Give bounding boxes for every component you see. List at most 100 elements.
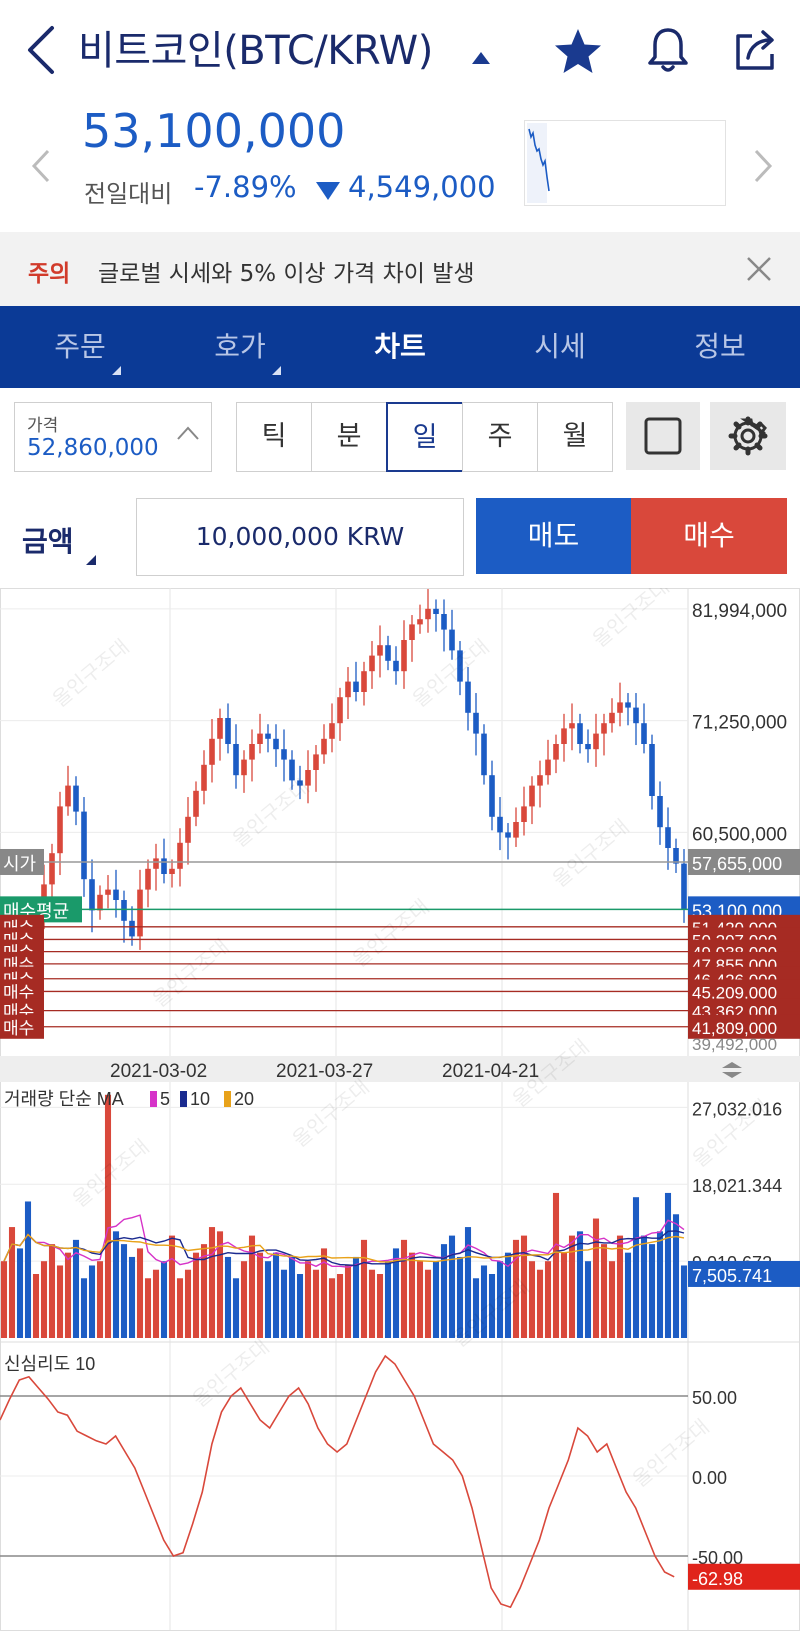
volume-tick-label: 18,021.344 [692,1176,782,1196]
volume-bar [8,1227,16,1338]
tab-market[interactable]: 시세 [534,330,586,363]
volume-bar [368,1269,376,1338]
volume-bar [344,1265,352,1338]
volume-bar [56,1265,64,1338]
candle [521,806,527,822]
star-icon[interactable] [552,26,604,78]
volume-bar [80,1278,88,1338]
watermark-text: 올인구조대 [288,1074,374,1152]
volume-bar [392,1248,400,1338]
candle [305,770,311,786]
title-dropdown-icon[interactable] [472,52,490,64]
share-icon[interactable] [730,24,782,76]
close-icon[interactable] [744,254,774,284]
volume-current-value: 7,505.741 [692,1266,772,1286]
volume-bar [520,1235,528,1338]
volume-bar [336,1274,344,1338]
candle [217,718,223,739]
volume-bar [32,1274,40,1338]
candle [473,712,479,734]
candle [193,790,199,817]
volume-bar [320,1248,328,1338]
volume-bar [248,1235,256,1338]
candle [137,889,143,937]
volume-bar [440,1244,448,1338]
price-label: 가격 [27,416,59,436]
candle [337,697,343,724]
chart-area[interactable]: 81,994,000 71,250,000 60,500,000 시가 57,655,0… [0,588,800,1631]
tab-corner-icon [112,366,121,375]
ma-legend-swatch [180,1091,187,1107]
period-minute[interactable]: 분 [311,402,387,472]
candle [489,775,495,817]
volume-bar [416,1261,424,1338]
tab-info[interactable]: 정보 [694,330,746,363]
candle [57,806,63,854]
change-amount: 4,549,000 [348,170,496,204]
sell-button[interactable]: 매도 [476,498,631,574]
price-tick-label: 81,994,000 [692,601,787,622]
candle [625,702,631,708]
candle [201,764,207,791]
candle [633,707,639,724]
back-arrow-icon[interactable] [22,22,62,78]
volume-bar [184,1269,192,1338]
period-day[interactable]: 일 [386,402,464,472]
candle [593,733,599,750]
gear-icon [728,416,768,456]
volume-bar [624,1252,632,1338]
volume-bar [104,1094,112,1338]
sentiment-current-bg [688,1563,800,1590]
candle [481,733,487,776]
period-tick[interactable]: 틱 [236,402,312,472]
candle [681,863,687,910]
amount-label[interactable]: 금액 [22,525,74,558]
candle [313,754,319,770]
period-week[interactable]: 주 [462,402,538,472]
ma-legend-swatch [224,1091,231,1107]
prev-coin-icon[interactable] [30,148,52,184]
volume-bar [72,1239,80,1338]
volume-bar [152,1269,160,1338]
buy-order-label: 매수 [3,1019,34,1038]
period-month[interactable]: 월 [537,402,613,472]
square-icon [644,417,682,455]
volume-bar [584,1261,592,1338]
volume-bar [456,1256,464,1338]
tab-order[interactable]: 주문 [54,330,106,363]
candle [249,744,255,760]
header: 비트코인(BTC/KRW) 53,100,000 전일대비 -7.89% 4,5… [0,0,800,230]
bell-icon[interactable] [642,24,694,76]
candle [297,780,303,786]
coin-title[interactable]: 비트코인(BTC/KRW) [78,28,433,74]
price-selector[interactable]: 가격 52,860,000 [14,402,212,472]
ma-legend-label: 20 [234,1089,254,1109]
volume-bar [224,1256,232,1338]
sentiment-tick-label: -50.00 [692,1548,743,1568]
candle [113,889,119,900]
volume-bar [240,1261,248,1338]
ma-legend-label: 10 [190,1089,210,1109]
amount-field[interactable]: 10,000,000 KRW [136,498,464,576]
ma-legend-swatch [150,1091,157,1107]
candle [273,738,279,750]
date-label: 2021-03-27 [276,1061,373,1082]
volume-bar [208,1227,216,1338]
candle [657,796,663,828]
volume-title: 거래량 단순 MA [4,1089,124,1109]
volume-bar [144,1278,152,1338]
candle [449,629,455,651]
settings-button[interactable] [710,402,786,470]
buy-button[interactable]: 매수 [631,498,787,574]
volume-current-bg [688,1260,800,1287]
buy-order-value: 45,209,000 [692,983,777,1002]
tab-orderbook[interactable]: 호가 [214,330,266,363]
next-coin-icon[interactable] [752,148,774,184]
volume-bar [96,1261,104,1338]
chart-layout-button[interactable] [626,402,700,470]
candle [569,723,575,729]
tab-corner-icon [272,366,281,375]
tab-chart[interactable]: 차트 [374,330,426,363]
candle [545,759,551,776]
main-tabs: 주문 호가 차트 시세 정보 [0,306,800,388]
